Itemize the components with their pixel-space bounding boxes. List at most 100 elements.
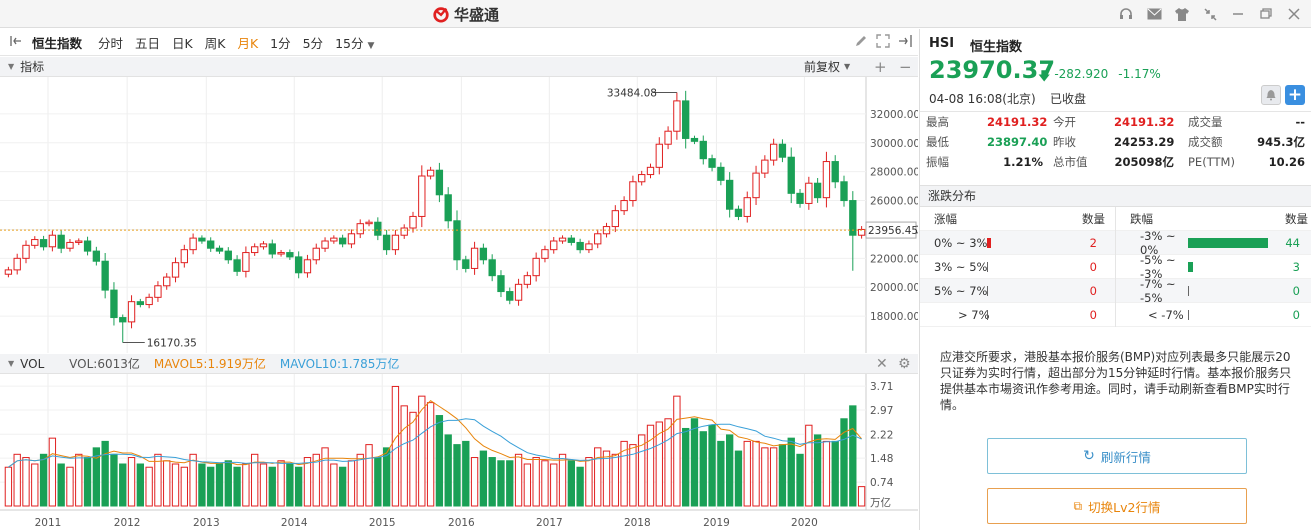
volume-bar [611, 453, 619, 507]
stat-label: PE(TTM) [1188, 155, 1235, 169]
candle-body [805, 182, 813, 204]
expand-panel-icon[interactable] [898, 34, 912, 51]
tab-weekly-k[interactable]: 周K [204, 35, 226, 51]
candle [374, 217, 382, 241]
candle-body [224, 250, 232, 261]
candle-body [426, 169, 435, 177]
x-tick-label: 2019 [703, 517, 730, 529]
collapse-triangle-icon[interactable]: ▼ [8, 359, 15, 368]
candle [638, 170, 646, 186]
volume-bar [778, 444, 787, 507]
current-price-label: 23956.45 [868, 225, 918, 237]
volume-bar [57, 463, 65, 507]
skin-icon[interactable] [1169, 4, 1195, 24]
candle [682, 90, 690, 149]
mail-icon[interactable] [1141, 4, 1167, 24]
close-icon[interactable]: ✕ [876, 355, 888, 372]
candle-body [787, 156, 795, 194]
headset-icon[interactable] [1113, 4, 1139, 24]
candle-body [101, 260, 109, 291]
distribution-row: 0% ~ 3% 2 -3% ~ 0% 44 [920, 229, 1311, 257]
quote-time: 04-08 16:08(北京) [929, 92, 1036, 106]
candle [849, 191, 857, 271]
minus-icon[interactable]: − [899, 57, 912, 76]
stat-value: 10.26 [1268, 155, 1305, 169]
volume-bar [233, 466, 241, 507]
candle [294, 251, 303, 279]
distribution-header-row: 涨幅 数量 跌幅 数量 [920, 206, 1311, 231]
candle [558, 235, 567, 244]
switch-lv2-button[interactable]: ⧉ 切换Lv2行情 [987, 488, 1247, 524]
candle [259, 241, 268, 250]
volume-bar [602, 450, 611, 507]
tab-5min[interactable]: 5分 [302, 35, 324, 51]
stat-value: 945.3亿 [1257, 135, 1305, 149]
volume-bar [382, 447, 391, 507]
arrow-down-icon: 🡇 [1038, 69, 1051, 83]
candle [497, 270, 505, 298]
candle [268, 239, 276, 259]
collapse-triangle-icon[interactable]: ▼ [8, 62, 15, 71]
volume-bar [330, 463, 338, 507]
add-icon[interactable]: + [874, 57, 887, 76]
title-bar: 华盛通 [0, 0, 1311, 28]
indicator-label[interactable]: 指标 [20, 60, 45, 74]
tab-15min[interactable]: 15分 ▼ [329, 33, 380, 52]
candle-body [400, 227, 408, 236]
tab-monthly-k[interactable]: 月K [237, 35, 259, 51]
fullscreen-icon[interactable] [876, 34, 890, 51]
minimize-icon[interactable] [1225, 4, 1251, 24]
y-tick-label: 18000.00 [870, 311, 918, 323]
x-tick-label: 2011 [35, 517, 62, 529]
pen-icon[interactable] [854, 34, 868, 51]
tab-daily-k[interactable]: 日K [172, 35, 193, 51]
restore-icon[interactable] [1253, 4, 1279, 24]
gear-icon[interactable]: ⚙ [898, 355, 911, 372]
volume-bar [75, 453, 83, 507]
adjust-select[interactable]: 前复权 ▼ [804, 58, 850, 75]
volume-bar [22, 457, 30, 507]
close-icon[interactable] [1281, 4, 1307, 24]
tab-five-day[interactable]: 五日 [135, 35, 161, 51]
volume-bar [347, 460, 356, 507]
volume-bar [550, 463, 558, 507]
candle [233, 255, 241, 276]
add-watchlist-button[interactable]: + [1285, 85, 1305, 105]
volume-bar [594, 447, 602, 507]
tab-minute[interactable]: 分时 [98, 35, 124, 51]
candle-body [391, 234, 400, 251]
candle-body [39, 239, 48, 248]
candle-body [207, 240, 215, 249]
candle-body [303, 259, 312, 274]
tab-1min[interactable]: 1分 [270, 35, 291, 51]
volume-bar [31, 463, 39, 507]
kline-chart[interactable]: 32000.0030000.0028000.0026000.0024000.00… [0, 77, 918, 353]
adjust-label: 前复权 [804, 60, 841, 74]
down-range-label: < -7% [1148, 307, 1184, 322]
candle-body [110, 289, 118, 319]
volume-bar [426, 402, 435, 507]
volume-chart[interactable]: 3.71 2.97 2.22 1.48 0.74 万亿 2011 2012 2013 2014 20… [0, 374, 918, 530]
collapse-panel-icon[interactable] [0, 35, 26, 50]
up-bar [987, 237, 991, 248]
candle [778, 139, 787, 163]
candle-body [233, 259, 241, 272]
candle [22, 240, 30, 264]
volume-bar [453, 444, 461, 507]
up-range-label: 0% ~ 3% [934, 235, 988, 250]
refresh-quote-button[interactable]: ↻ 刷新行情 [987, 438, 1247, 474]
volume-bar [4, 466, 13, 507]
candle [611, 205, 619, 233]
candle [655, 137, 663, 175]
volume-bar [805, 424, 813, 507]
candle [31, 236, 39, 249]
candle-body [321, 240, 329, 249]
alert-bell-button[interactable] [1261, 85, 1281, 105]
plus-icon: + [1287, 84, 1303, 105]
candle-body [849, 200, 857, 236]
volume-bar [242, 463, 250, 507]
copy-icon: ⧉ [1073, 498, 1083, 513]
x-tick-label: 2015 [369, 517, 396, 529]
candle [690, 135, 699, 145]
shrink-icon[interactable] [1197, 4, 1223, 24]
